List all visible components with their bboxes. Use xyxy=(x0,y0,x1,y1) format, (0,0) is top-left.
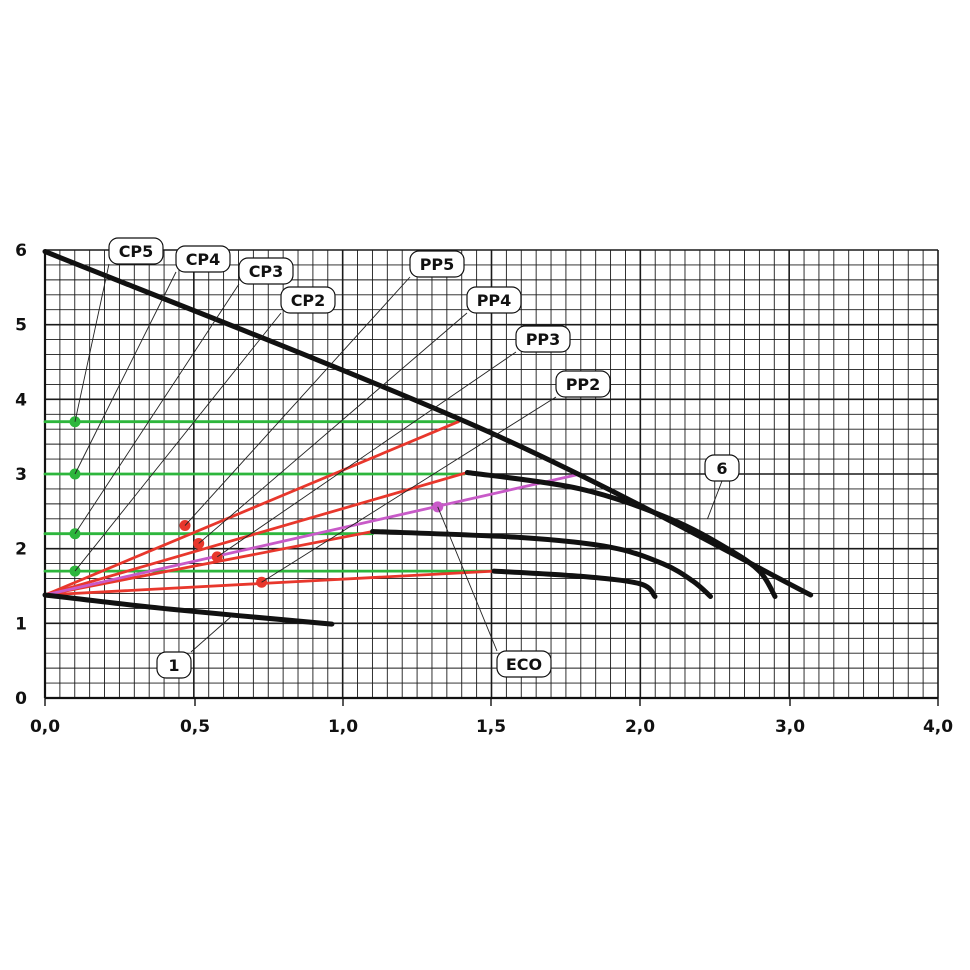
y-tick-label: 3 xyxy=(15,465,27,485)
y-tick-label: 6 xyxy=(15,241,27,261)
callout-label-cp5: CP5 xyxy=(119,242,154,261)
pp5-proportional-line xyxy=(43,420,460,597)
callout-label-cp2: CP2 xyxy=(291,291,326,310)
callout-box-pp5 xyxy=(409,250,465,278)
callout-leader-cp2 xyxy=(74,312,282,572)
callout-label-cp4: CP4 xyxy=(186,250,221,269)
callout-leader-eco xyxy=(437,506,498,652)
x-tick-label: 0,5 xyxy=(180,717,210,737)
x-tick-label: 1,5 xyxy=(476,717,506,737)
unlabeled-curve-line xyxy=(370,529,713,599)
y-tick-label: 1 xyxy=(15,614,27,634)
callout-box-1 xyxy=(156,651,192,679)
callout-leader-cp4 xyxy=(74,271,177,475)
callout-label-pp5: PP5 xyxy=(420,255,455,274)
1-curve-line xyxy=(42,592,335,627)
callout-box-eco xyxy=(496,650,552,678)
x-tick-label: 2,0 xyxy=(625,717,655,737)
callout-label-pp4: PP4 xyxy=(477,291,512,310)
x-tick-label: 3,0 xyxy=(775,717,805,737)
callout-label-1: 1 xyxy=(168,656,179,675)
y-tick-label: 4 xyxy=(15,390,27,410)
unlabeled-curve-line xyxy=(464,470,778,599)
callout-leader-1 xyxy=(190,615,233,653)
x-tick-label: 4,0 xyxy=(923,717,953,737)
callout-box-6 xyxy=(704,454,740,482)
pp2-proportional-line xyxy=(43,569,496,597)
callout-label-pp2: PP2 xyxy=(566,375,601,394)
callout-box-pp4 xyxy=(466,286,522,314)
eco-eco-line xyxy=(43,472,582,597)
6-curve-line xyxy=(42,249,814,598)
callout-box-pp2 xyxy=(555,370,611,398)
callout-box-cp2 xyxy=(280,286,336,314)
callout-label-pp3: PP3 xyxy=(526,330,561,349)
callout-box-pp3 xyxy=(515,325,571,353)
callout-box-cp4 xyxy=(175,245,231,273)
callout-leader-cp3 xyxy=(74,283,240,534)
callout-leader-pp2 xyxy=(261,396,557,583)
callout-box-cp5 xyxy=(108,237,164,265)
pp4-proportional-line xyxy=(43,471,466,597)
unlabeled-curve-line xyxy=(491,568,658,599)
x-tick-label: 1,0 xyxy=(328,717,358,737)
callout-label-eco: ECO xyxy=(506,655,542,674)
callout-leader-pp5 xyxy=(184,276,411,526)
y-tick-label: 0 xyxy=(15,689,27,709)
callout-leader-6 xyxy=(707,480,723,519)
callout-leader-pp4 xyxy=(198,312,468,544)
callout-label-cp3: CP3 xyxy=(249,262,284,281)
y-tick-label: 5 xyxy=(15,316,27,336)
x-tick-label: 0,0 xyxy=(30,717,60,737)
callout-box-cp3 xyxy=(238,257,294,285)
callout-leader-pp3 xyxy=(216,351,517,558)
y-tick-label: 2 xyxy=(15,540,27,560)
pp3-proportional-line xyxy=(43,530,374,597)
series xyxy=(42,249,814,627)
callout-leader-cp5 xyxy=(74,263,110,422)
callout-label-6: 6 xyxy=(716,459,727,478)
callouts: CP5 CP4 CP3 CP2 PP5 PP4 PP3 PP2 6 ECO 1 xyxy=(74,237,740,679)
